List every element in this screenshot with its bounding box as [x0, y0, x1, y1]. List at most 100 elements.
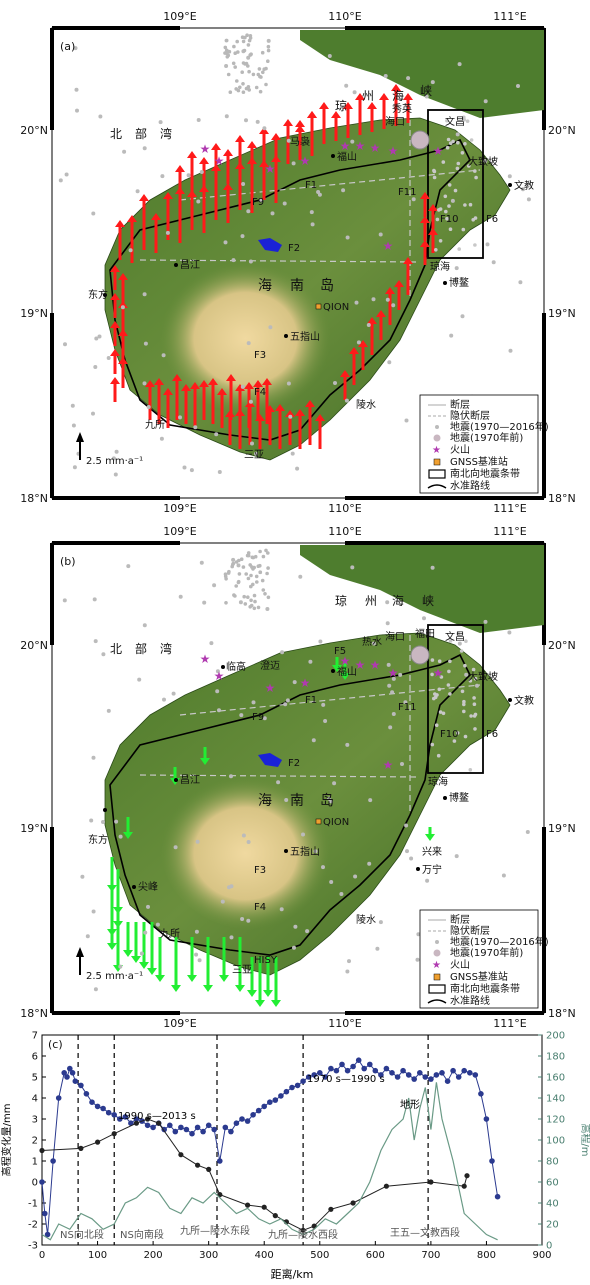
place-b-qionghai: 琼海: [428, 775, 448, 788]
uplift-arrow: [420, 192, 430, 217]
sea-label-b-4: 州: [365, 594, 377, 608]
uplift-arrow: [175, 165, 185, 200]
series-point-0: [428, 1076, 434, 1082]
place-b-changjiang: 昌江: [180, 774, 200, 786]
series-point-0: [89, 1099, 95, 1105]
volcano-stars-a: ★★★★★ ★ ★ ★ ★★: [200, 139, 444, 253]
series-point-0: [328, 1065, 334, 1072]
x-tick-label: 300: [199, 1250, 218, 1261]
uplift-arrow: [190, 382, 200, 428]
place-b-reshui: 热水: [362, 635, 382, 648]
legend-a-seismic-belt: 南北向地震条带: [450, 467, 520, 480]
uplift-arrow: [223, 183, 233, 223]
sea-label-a-1: 部: [135, 126, 147, 141]
subsidence-arrow: [131, 922, 141, 963]
legend-b-volcano: 火山: [450, 959, 470, 971]
series-point-0: [478, 1091, 484, 1097]
fault-a-f6: F6: [486, 214, 498, 225]
x-tick-label: 900: [532, 1250, 551, 1261]
subsidence-arrow: [107, 905, 117, 950]
uplift-arrow: [367, 102, 377, 132]
lon-tick-109-top-a: 109°E: [163, 10, 196, 23]
place-b-wuzhishan: 五指山: [290, 845, 320, 858]
sea-label-b-2: 湾: [160, 641, 172, 656]
series-point-1: [156, 1120, 162, 1126]
uplift-arrow: [145, 380, 155, 420]
series-point-0: [250, 1112, 256, 1118]
series-point-1: [328, 1206, 334, 1212]
subsidence-arrow: [171, 937, 181, 992]
uplift-arrow: [172, 374, 182, 420]
series-point-0: [83, 1091, 90, 1097]
fault-a-f4: F4: [254, 387, 266, 398]
uplift-arrow: [307, 111, 317, 147]
ns-seismic-belt-a: [427, 109, 484, 259]
place-a-sanya: 三亚: [244, 450, 264, 461]
legend-b-eq-pre-1970: 地震(1970年前): [450, 946, 523, 959]
place-a-qionghai: 琼海: [430, 260, 450, 273]
uplift-arrow: [265, 405, 275, 445]
sea-label-a-3: 琼: [335, 98, 347, 113]
uplift-arrow: [127, 215, 137, 263]
place-b-haikou: 海口: [385, 630, 405, 643]
series-point-1: [383, 1183, 389, 1189]
uplift-arrow: [331, 111, 341, 141]
series-point-0: [472, 1072, 479, 1078]
lat-tick-20-left-b: 20°N: [20, 639, 48, 652]
segment-label-1: NS向南段: [120, 1228, 164, 1241]
uplift-arrow: [199, 380, 209, 420]
legend-b-fault: 断层: [450, 913, 470, 926]
series-point-0: [355, 1057, 362, 1063]
chart-annot-1970-1990: 1970 s—1990 s: [307, 1074, 385, 1085]
fault-b-f3: F3: [254, 865, 266, 876]
uplift-arrow: [358, 340, 368, 370]
series-point-1: [111, 1131, 117, 1137]
series-point-0: [61, 1070, 67, 1076]
subsidence-arrows: [107, 657, 435, 1007]
series-point-0: [322, 1074, 329, 1080]
series-point-0: [361, 1065, 368, 1072]
series-point-0: [50, 1158, 56, 1164]
uplift-arrow: [253, 380, 263, 420]
reservoir-b: [258, 753, 282, 767]
series-point-1: [428, 1179, 434, 1185]
uplift-arrow: [225, 410, 235, 445]
y-tick-label-left: 7: [32, 1031, 38, 1042]
x-tick-label: 400: [255, 1250, 274, 1261]
fault-b-f4: F4: [254, 902, 266, 913]
sea-label-b-5: 海: [392, 593, 404, 608]
fault-b-f10: F10: [440, 729, 458, 740]
uplift-arrow: [391, 84, 401, 126]
lat-tick-20-right-a: 20°N: [548, 124, 576, 137]
uplift-arrow: [343, 102, 353, 138]
legend-a-leveling: 水准路线: [450, 479, 490, 492]
chart-annot-terrain: 地形: [400, 1098, 420, 1111]
map-a-svg: ★★★★★ ★ ★ ★ ★★ 109°E 110°E 111°E 109°E 110°E…: [20, 10, 576, 515]
place-b-wanning: 万宁: [422, 863, 442, 876]
series-point-0: [289, 1084, 295, 1091]
x-tick-label: 700: [421, 1250, 440, 1261]
legend-b-seismic-belt: 南北向地震条带: [450, 982, 520, 995]
series-point-0: [450, 1067, 456, 1074]
volcano-star: ★: [383, 239, 394, 253]
lat-tick-19-left-a: 19°N: [20, 307, 48, 320]
place-a-dazhipo: 大致坡: [468, 155, 498, 168]
subsidence-arrow: [340, 662, 350, 680]
y-tick-label-left: -3: [28, 1241, 38, 1252]
volcano-star: ★: [265, 681, 276, 695]
legend-a-eq-1970-2016: 地震(1970—2016年): [450, 420, 549, 433]
fault-a-f9: F9: [252, 197, 264, 208]
series-point-0: [122, 1114, 129, 1120]
uplift-arrow: [295, 409, 305, 449]
series-point-0: [233, 1120, 240, 1126]
series-point-0: [433, 1072, 440, 1078]
series-point-0: [350, 1063, 356, 1070]
uplift-arrow: [181, 384, 191, 424]
series-point-0: [272, 1097, 279, 1103]
series-point-0: [389, 1070, 395, 1076]
uplift-arrow: [283, 119, 293, 164]
uplift-arrow: [275, 404, 285, 449]
fault-a-f3: F3: [254, 350, 266, 361]
uplift-arrows: [110, 84, 438, 449]
map-a-border: [50, 26, 546, 500]
